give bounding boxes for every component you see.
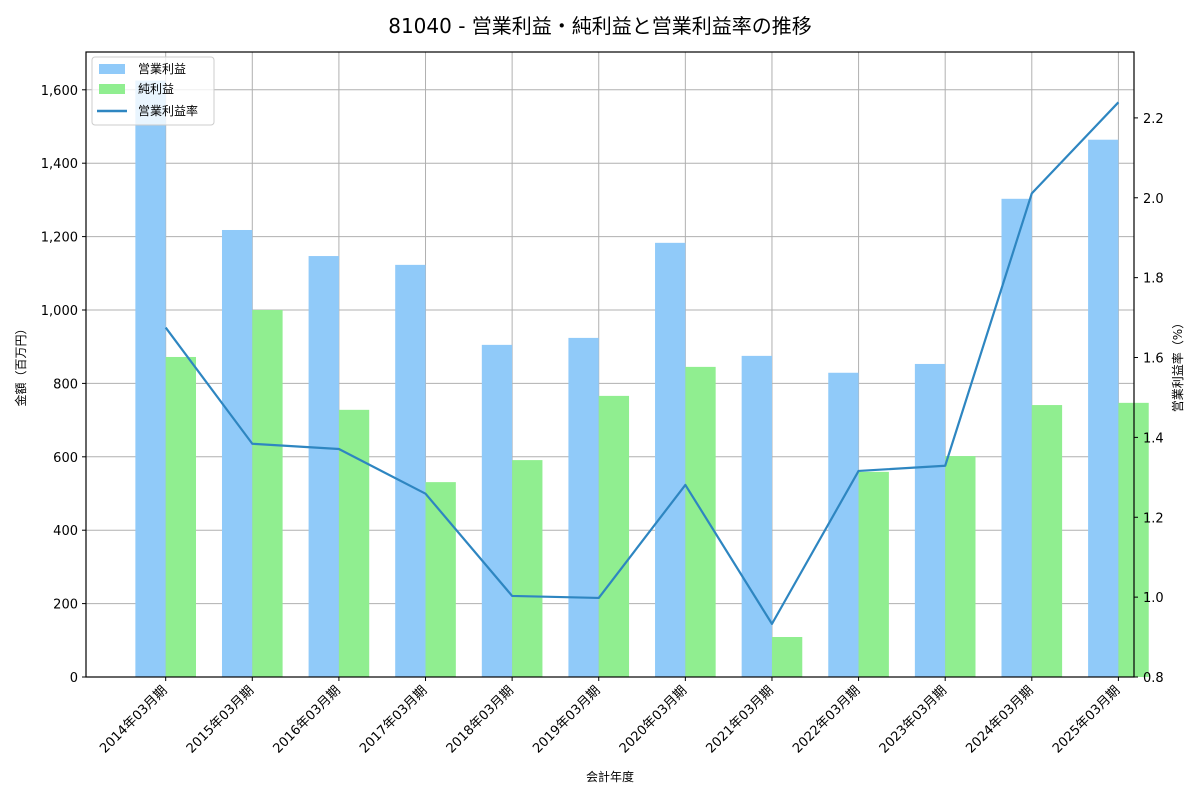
legend-swatch-operating-profit — [99, 64, 125, 74]
x-tick-label: 2023年03月期 — [877, 683, 950, 756]
legend-label-net-profit: 純利益 — [138, 82, 174, 96]
x-tick-label: 2016年03月期 — [270, 683, 343, 756]
x-tick-label: 2020年03月期 — [617, 683, 690, 756]
bar-operating-profit — [135, 80, 166, 677]
y-tick-label: 1,000 — [41, 304, 78, 319]
y2-tick-label: 2.0 — [1143, 192, 1164, 207]
chart-title: 81040 - 営業利益・純利益と営業利益率の推移 — [388, 14, 812, 38]
legend-label-operating-margin: 営業利益率 — [138, 103, 198, 118]
y2-tick-label: 0.8 — [1143, 671, 1164, 686]
bar-net-profit — [598, 395, 630, 677]
y2-tick-label: 1.0 — [1143, 591, 1164, 606]
bar-operating-profit — [655, 242, 686, 677]
x-tick-label: 2018年03月期 — [444, 683, 517, 756]
y-tick-label: 800 — [53, 377, 78, 392]
y-axis-right: 0.8 1.0 1.2 1.4 1.6 1.8 2.0 2.2 — [1134, 112, 1164, 686]
legend: 営業利益 純利益 営業利益率 — [91, 56, 215, 126]
bar-net-profit — [685, 366, 716, 677]
bar-net-profit — [858, 471, 889, 677]
y2-tick-label: 1.8 — [1143, 272, 1164, 287]
y-tick-label: 600 — [53, 451, 78, 466]
bar-operating-profit — [395, 264, 426, 677]
x-tick-label: 2025年03月期 — [1050, 683, 1123, 756]
line-operating-margin — [164, 101, 1120, 625]
x-axis: 2014年03月期 2015年03月期 2016年03月期 2017年03月期 2018… — [97, 677, 1123, 757]
bar-operating-profit — [828, 372, 859, 677]
y2-tick-label: 2.2 — [1143, 112, 1164, 127]
x-tick-label: 2024年03月期 — [963, 683, 1036, 756]
plot-frame — [85, 51, 1135, 678]
y-tick-label: 1,400 — [41, 157, 78, 172]
bar-net-profit — [945, 456, 976, 677]
bar-net-profit — [252, 310, 283, 677]
bar-net-profit — [425, 482, 456, 677]
bar-net-profit — [512, 460, 543, 677]
bar-operating-profit — [568, 337, 599, 677]
y-tick-label: 1,600 — [41, 84, 78, 99]
bar-series — [135, 80, 1149, 678]
bar-operating-profit — [481, 344, 513, 677]
y-tick-label: 200 — [53, 598, 78, 613]
line-series — [164, 101, 1120, 625]
y-tick-label: 0 — [70, 671, 78, 686]
x-axis-label: 会計年度 — [586, 769, 634, 784]
bar-operating-profit — [1088, 139, 1119, 677]
bar-net-profit — [771, 636, 803, 677]
x-tick-label: 2021年03月期 — [704, 683, 777, 756]
x-tick-label: 2015年03月期 — [184, 683, 257, 756]
y2-tick-label: 1.2 — [1143, 511, 1164, 526]
bar-operating-profit — [914, 363, 946, 677]
y-axis-left: 0 200 400 600 800 1,000 1,200 1,400 1,600 — [41, 84, 86, 686]
bar-net-profit — [165, 356, 196, 677]
y-axis-label: 金額（百万円） — [13, 322, 28, 406]
bar-operating-profit — [221, 229, 253, 677]
bar-operating-profit — [1001, 198, 1032, 678]
y-tick-label: 400 — [53, 524, 78, 539]
y-tick-label: 1,200 — [41, 231, 78, 246]
x-tick-label: 2017年03月期 — [357, 683, 430, 756]
x-tick-label: 2022年03月期 — [790, 683, 863, 756]
y2-tick-label: 1.6 — [1143, 352, 1164, 367]
x-tick-label: 2019年03月期 — [530, 683, 603, 756]
x-tick-label: 2014年03月期 — [97, 683, 170, 756]
y2-tick-label: 1.4 — [1143, 431, 1164, 446]
bar-operating-profit — [741, 355, 772, 677]
legend-swatch-net-profit — [99, 84, 125, 94]
bar-net-profit — [338, 409, 370, 677]
y2-axis-label: 営業利益率（%） — [1170, 317, 1185, 412]
bar-net-profit — [1031, 405, 1063, 677]
bar-operating-profit — [308, 256, 339, 677]
legend-label-operating-profit: 営業利益 — [138, 62, 186, 76]
